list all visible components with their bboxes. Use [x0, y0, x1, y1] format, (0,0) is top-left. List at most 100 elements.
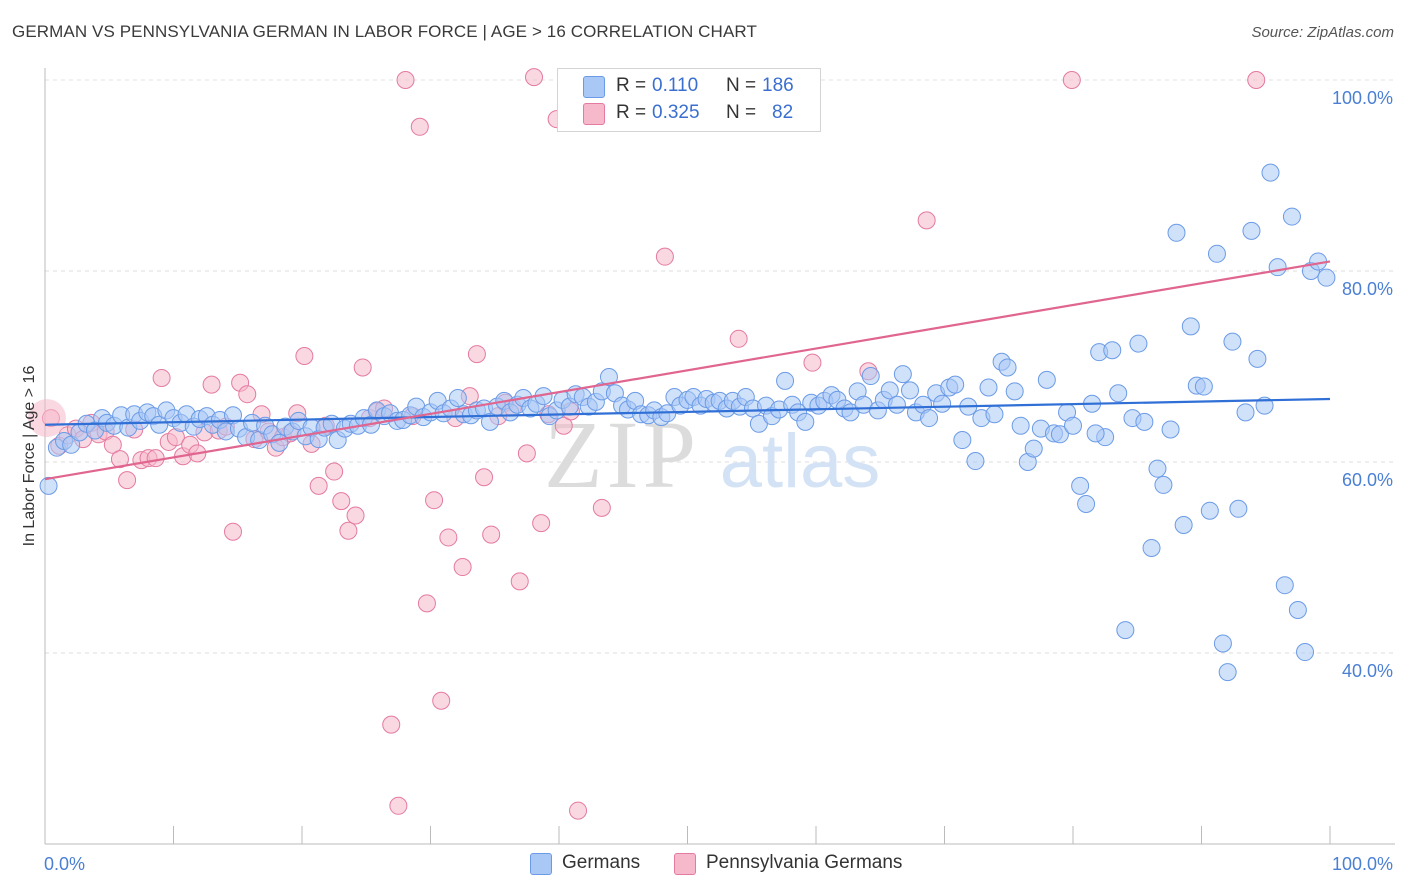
- data-point: [1268, 258, 1287, 277]
- n-label: N =: [726, 102, 757, 123]
- data-point: [39, 476, 58, 495]
- data-point: [933, 394, 952, 413]
- chart-title: GERMAN VS PENNSYLVANIA GERMAN IN LABOR F…: [12, 22, 757, 41]
- data-point: [998, 358, 1017, 377]
- data-point: [1005, 382, 1024, 401]
- source-credit: Source: ZipAtlas.com: [1251, 24, 1394, 41]
- data-point: [1024, 439, 1043, 458]
- data-point: [510, 572, 529, 591]
- data-point: [389, 796, 408, 815]
- data-point: [1288, 601, 1307, 620]
- data-point: [917, 211, 936, 230]
- data-point: [655, 247, 674, 266]
- data-point: [1223, 332, 1242, 351]
- data-point: [62, 435, 81, 454]
- y-tick-label: 100.0%: [1332, 88, 1393, 108]
- data-point: [803, 353, 822, 372]
- data-point: [1213, 634, 1232, 653]
- data-point: [1242, 221, 1261, 240]
- tick-labels: 40.0% 60.0% 80.0% 100.0% 0.0% 100.0%: [44, 88, 1393, 874]
- data-point: [382, 715, 401, 734]
- data-point: [482, 525, 501, 544]
- data-point: [467, 345, 486, 364]
- data-point: [396, 71, 415, 89]
- data-point: [448, 389, 467, 408]
- data-point: [339, 521, 358, 540]
- data-point: [920, 409, 939, 428]
- data-point: [776, 371, 795, 390]
- data-point: [28, 399, 66, 438]
- data-point: [439, 528, 458, 547]
- data-point: [554, 416, 573, 435]
- data-point: [1103, 341, 1122, 360]
- data-point: [325, 462, 344, 481]
- data-point: [146, 449, 165, 468]
- r-value: 0.110: [652, 75, 699, 96]
- data-point: [1116, 621, 1135, 640]
- trend-line-pa-germans: [44, 260, 1331, 481]
- data-point: [1129, 334, 1148, 353]
- data-point: [1071, 476, 1090, 495]
- data-point: [475, 468, 494, 487]
- data-point: [1011, 416, 1030, 435]
- watermark: ZIP atlas: [544, 401, 880, 508]
- data-point: [417, 594, 436, 613]
- data-point: [1161, 420, 1180, 439]
- data-point: [1062, 71, 1081, 89]
- trend-line-germans: [44, 397, 1331, 426]
- data-point: [1077, 495, 1096, 514]
- data-point: [946, 375, 965, 394]
- data-point: [1247, 71, 1266, 89]
- legend-stats: R = 0.110 N = 186 R = 0.325 N = 82: [557, 68, 821, 132]
- data-point: [432, 691, 451, 710]
- data-point: [1194, 377, 1213, 396]
- data-point: [880, 381, 899, 400]
- data-point: [966, 452, 985, 471]
- n-label: N =: [726, 75, 757, 96]
- data-point: [517, 444, 536, 463]
- data-point: [346, 506, 365, 525]
- data-point: [599, 368, 618, 387]
- data-point: [1135, 412, 1154, 431]
- data-point: [900, 381, 919, 400]
- r-label: R =: [616, 75, 647, 96]
- data-point: [893, 365, 912, 384]
- data-point: [425, 491, 444, 510]
- data-point: [1167, 223, 1186, 242]
- data-point: [453, 558, 472, 577]
- axes: [44, 68, 1395, 845]
- data-point: [353, 358, 372, 377]
- y-tick-label: 40.0%: [1342, 661, 1393, 681]
- data-point: [152, 368, 171, 387]
- data-point: [410, 117, 429, 136]
- legend-label-germans: Germans: [562, 852, 641, 873]
- data-point: [295, 346, 314, 365]
- x-tick-label: 0.0%: [44, 854, 85, 874]
- legend-swatch-germans: [583, 76, 605, 98]
- y-axis-label: In Labor Force | Age > 16: [21, 366, 38, 547]
- data-point: [525, 68, 544, 87]
- grid-lines: [45, 79, 1395, 654]
- data-point: [592, 498, 611, 517]
- data-point: [1142, 538, 1161, 557]
- data-point: [1154, 475, 1173, 494]
- data-point: [1109, 384, 1128, 403]
- data-point: [1275, 576, 1294, 595]
- data-point: [796, 412, 815, 431]
- data-point: [103, 435, 122, 454]
- data-point: [1200, 501, 1219, 520]
- data-point: [1174, 516, 1193, 535]
- data-point: [118, 471, 137, 490]
- data-point: [1296, 643, 1315, 662]
- data-point: [110, 450, 129, 469]
- data-point: [729, 329, 748, 348]
- data-point: [1218, 663, 1237, 682]
- data-point: [1236, 403, 1255, 422]
- data-point: [1261, 163, 1280, 182]
- watermark-atlas: atlas: [720, 419, 881, 504]
- data-point: [861, 367, 880, 386]
- data-point: [480, 412, 499, 431]
- data-point: [1037, 370, 1056, 389]
- x-tick-label: 100.0%: [1332, 854, 1393, 874]
